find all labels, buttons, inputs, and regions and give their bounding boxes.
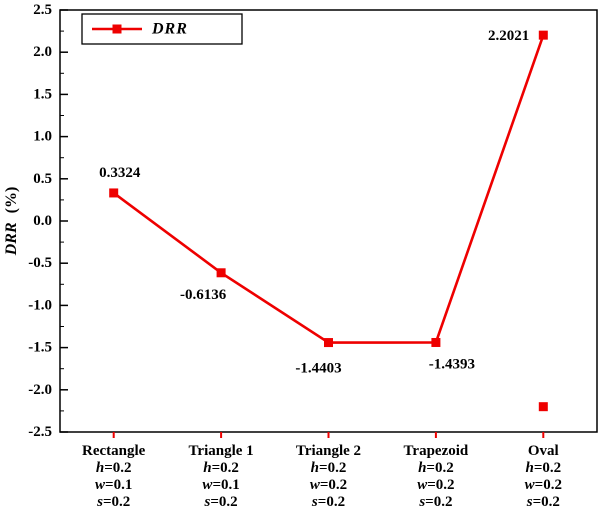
point-value-label: 2.2021 xyxy=(488,28,529,44)
y-tick-label: 0.5 xyxy=(33,171,52,187)
extra-data-point-marker xyxy=(538,402,548,412)
x-category-param: w=0.2 xyxy=(525,477,562,493)
x-category-param: s=0.2 xyxy=(96,494,130,510)
x-category-name: Oval xyxy=(528,443,559,459)
x-category-param: h=0.2 xyxy=(525,460,561,476)
x-category-param: w=0.1 xyxy=(202,477,239,493)
x-category-param: h=0.2 xyxy=(311,460,347,476)
x-category-param: s=0.2 xyxy=(311,494,345,510)
y-tick-label: -2.0 xyxy=(28,382,52,398)
y-axis-title-unit-part: (%) xyxy=(3,187,20,214)
x-category-param: w=0.2 xyxy=(310,477,347,493)
y-tick-label: -1.5 xyxy=(28,340,52,356)
data-point-marker xyxy=(324,338,333,348)
drr-series-line xyxy=(112,34,545,344)
y-tick-label: 0.0 xyxy=(33,213,52,229)
y-tick-label: -2.5 xyxy=(28,424,52,440)
y-axis-title-italic-part: DRR xyxy=(3,222,20,256)
plot-content: 2.5 2.0 1.5 1.0 0.5 0.0 -0.5 -1.0 -1.5 -2.0 -2.5 0.… xyxy=(28,2,562,510)
legend-box xyxy=(81,13,243,45)
data-point-marker xyxy=(431,337,441,347)
point-value-label: -1.4403 xyxy=(295,361,341,377)
x-category-name: Triangle 2 xyxy=(296,443,361,459)
x-category-param: w=0.1 xyxy=(95,477,132,493)
x-category-name: Triangle 1 xyxy=(189,443,254,459)
y-tick-label: 1.5 xyxy=(33,86,52,102)
point-value-label: -0.6136 xyxy=(180,287,227,303)
x-category-param: h=0.2 xyxy=(96,460,132,476)
point-value-label: 0.3324 xyxy=(99,165,141,181)
legend: DRR xyxy=(81,13,243,45)
x-category-param: s=0.2 xyxy=(204,494,238,510)
legend-label: DRR xyxy=(151,21,188,38)
y-axis-title: DRR (%) xyxy=(3,187,20,257)
data-point-marker xyxy=(109,188,119,198)
x-category-param: w=0.2 xyxy=(417,477,454,493)
legend-marker xyxy=(112,24,122,34)
y-tick-label: -0.5 xyxy=(28,255,52,271)
x-category-name: Trapezoid xyxy=(404,443,469,459)
y-tick-label: -1.0 xyxy=(28,297,52,313)
y-tick-label: 1.0 xyxy=(33,129,52,145)
data-point-marker xyxy=(538,30,548,40)
y-tick-label: 2.5 xyxy=(33,2,52,18)
data-point-marker xyxy=(216,268,226,278)
x-category-name: Rectangle xyxy=(82,443,146,459)
y-tick-label: 2.0 xyxy=(33,44,52,60)
x-category-param: h=0.2 xyxy=(418,460,454,476)
point-value-label: -1.4393 xyxy=(429,356,475,372)
x-category-param: s=0.2 xyxy=(526,494,560,510)
x-category-param: h=0.2 xyxy=(203,460,239,476)
x-category-param: s=0.2 xyxy=(418,494,452,510)
